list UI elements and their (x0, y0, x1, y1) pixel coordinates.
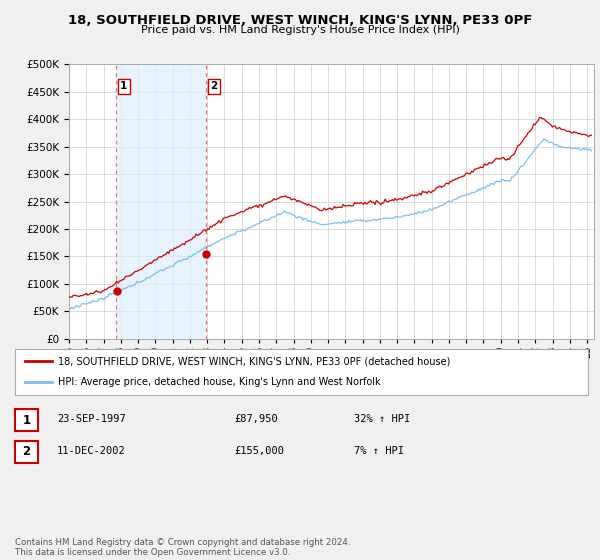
Text: £87,950: £87,950 (234, 414, 278, 424)
Text: 1: 1 (22, 413, 31, 427)
Text: 32% ↑ HPI: 32% ↑ HPI (354, 414, 410, 424)
Text: 2: 2 (211, 81, 218, 91)
Bar (116, 64, 206, 339)
Text: 1: 1 (120, 81, 128, 91)
Text: 23-SEP-1997: 23-SEP-1997 (57, 414, 126, 424)
Text: Contains HM Land Registry data © Crown copyright and database right 2024.
This d: Contains HM Land Registry data © Crown c… (15, 538, 350, 557)
Text: HPI: Average price, detached house, King's Lynn and West Norfolk: HPI: Average price, detached house, King… (58, 377, 380, 388)
Text: 7% ↑ HPI: 7% ↑ HPI (354, 446, 404, 456)
Text: 18, SOUTHFIELD DRIVE, WEST WINCH, KING'S LYNN, PE33 0PF (detached house): 18, SOUTHFIELD DRIVE, WEST WINCH, KING'S… (58, 356, 451, 366)
Text: 11-DEC-2002: 11-DEC-2002 (57, 446, 126, 456)
Text: £155,000: £155,000 (234, 446, 284, 456)
Text: Price paid vs. HM Land Registry's House Price Index (HPI): Price paid vs. HM Land Registry's House … (140, 25, 460, 35)
Text: 18, SOUTHFIELD DRIVE, WEST WINCH, KING'S LYNN, PE33 0PF: 18, SOUTHFIELD DRIVE, WEST WINCH, KING'S… (68, 14, 532, 27)
Text: 2: 2 (22, 445, 31, 459)
